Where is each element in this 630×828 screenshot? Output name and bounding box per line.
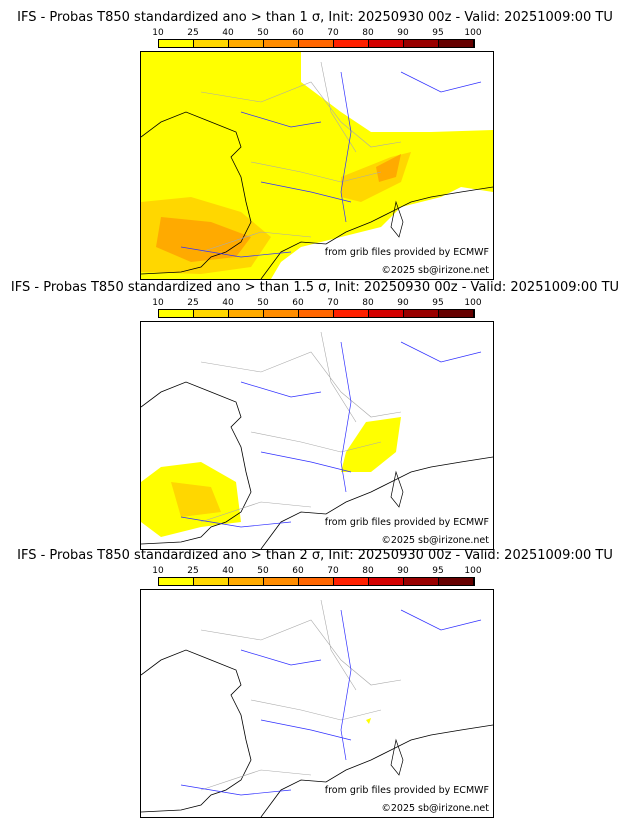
colorbar-tick: 50 bbox=[257, 566, 269, 576]
colorbar-tick: 25 bbox=[187, 298, 199, 308]
coastline bbox=[141, 381, 252, 545]
colorbar-tick: 10 bbox=[152, 566, 164, 576]
colorbar-segment bbox=[194, 578, 229, 585]
rivers bbox=[180, 71, 482, 258]
rivers bbox=[180, 609, 482, 796]
colorbar: 10 25 40 50 60 70 80 90 95 100 bbox=[152, 28, 482, 58]
probability-map: from grib files provided by ECMWF ©2025 … bbox=[140, 589, 494, 818]
panel-2-sigma: IFS - Probas T850 standardized ano > tha… bbox=[0, 548, 630, 818]
coastline bbox=[260, 186, 493, 279]
colorbar-segment bbox=[299, 40, 334, 47]
colorbar-segment bbox=[334, 310, 369, 317]
colorbar-segment bbox=[369, 310, 404, 317]
colorbar-tick: 60 bbox=[292, 28, 304, 38]
panel-title: IFS - Probas T850 standardized ano > tha… bbox=[17, 548, 613, 563]
colorbar-tick: 80 bbox=[362, 298, 374, 308]
colorbar-tick: 100 bbox=[464, 298, 482, 308]
colorbar-segment bbox=[439, 310, 474, 317]
borders bbox=[200, 331, 402, 523]
colorbar-tick: 90 bbox=[397, 28, 409, 38]
coastline bbox=[141, 111, 252, 275]
colorbar-segment bbox=[159, 310, 194, 317]
borders bbox=[200, 599, 402, 791]
colorbar-tick: 100 bbox=[464, 566, 482, 576]
colorbar-segment bbox=[404, 310, 439, 317]
colorbar-tick: 25 bbox=[187, 28, 199, 38]
colorbar-tick: 90 bbox=[397, 566, 409, 576]
colorbar-segment bbox=[439, 40, 474, 47]
probability-map: from grib files provided by ECMWF ©2025 … bbox=[140, 321, 494, 550]
map-shapes bbox=[141, 52, 493, 279]
map-shapes bbox=[141, 331, 493, 549]
colorbar-segment bbox=[229, 578, 264, 585]
colorbar: 10 25 40 50 60 70 80 90 95 100 bbox=[152, 566, 482, 596]
corsica-outline bbox=[390, 470, 404, 508]
source-credit: from grib files provided by ECMWF bbox=[324, 517, 489, 528]
colorbar-tick: 50 bbox=[257, 298, 269, 308]
colorbar-tick: 70 bbox=[327, 566, 339, 576]
colorbar-tick: 80 bbox=[362, 28, 374, 38]
colorbar-tick: 40 bbox=[222, 28, 234, 38]
coastline bbox=[260, 456, 493, 549]
map-shapes bbox=[141, 599, 493, 817]
copyright: ©2025 sb@irizone.net bbox=[381, 535, 489, 546]
copyright: ©2025 sb@irizone.net bbox=[381, 803, 489, 814]
rivers bbox=[180, 341, 482, 528]
colorbar-tick: 60 bbox=[292, 566, 304, 576]
corsica-outline bbox=[390, 738, 404, 776]
colorbar-segment bbox=[264, 578, 299, 585]
copyright: ©2025 sb@irizone.net bbox=[381, 265, 489, 276]
colorbar-tick: 80 bbox=[362, 566, 374, 576]
colorbar-tick: 25 bbox=[187, 566, 199, 576]
colorbar-segment bbox=[299, 310, 334, 317]
colorbar-segment bbox=[404, 40, 439, 47]
colorbar-tick: 10 bbox=[152, 28, 164, 38]
colorbar-segment bbox=[404, 578, 439, 585]
panel-1-5-sigma: IFS - Probas T850 standardized ano > tha… bbox=[0, 280, 630, 550]
source-credit: from grib files provided by ECMWF bbox=[324, 247, 489, 258]
panel-title: IFS - Probas T850 standardized ano > tha… bbox=[10, 280, 620, 295]
colorbar-segment bbox=[194, 310, 229, 317]
prob-area-40 bbox=[376, 154, 401, 182]
borders bbox=[200, 61, 402, 253]
panel-1-sigma: IFS - Probas T850 standardized ano > tha… bbox=[0, 10, 630, 280]
colorbar-segment bbox=[229, 310, 264, 317]
prob-area-25 bbox=[171, 482, 221, 517]
colorbar-tick: 100 bbox=[464, 28, 482, 38]
corsica-outline bbox=[390, 200, 404, 238]
colorbar-segment bbox=[334, 578, 369, 585]
colorbar-segment bbox=[334, 40, 369, 47]
colorbar-tick: 10 bbox=[152, 298, 164, 308]
probability-map: from grib files provided by ECMWF ©2025 … bbox=[140, 51, 494, 280]
colorbar-tick: 95 bbox=[432, 566, 444, 576]
prob-area-10 bbox=[366, 718, 371, 724]
colorbar-segment bbox=[439, 578, 474, 585]
colorbar-tick: 40 bbox=[222, 566, 234, 576]
panel-title: IFS - Probas T850 standardized ano > tha… bbox=[17, 10, 613, 25]
colorbar-tick: 95 bbox=[432, 298, 444, 308]
colorbar-tick: 60 bbox=[292, 298, 304, 308]
coastline bbox=[141, 649, 252, 813]
colorbar-tick: 40 bbox=[222, 298, 234, 308]
colorbar-segment bbox=[264, 40, 299, 47]
colorbar-segment bbox=[159, 578, 194, 585]
colorbar-tick: 90 bbox=[397, 298, 409, 308]
colorbar-segment bbox=[194, 40, 229, 47]
colorbar: 10 25 40 50 60 70 80 90 95 100 bbox=[152, 298, 482, 328]
colorbar-segment bbox=[369, 578, 404, 585]
colorbar-tick: 70 bbox=[327, 298, 339, 308]
colorbar-segment bbox=[229, 40, 264, 47]
colorbar-segment bbox=[159, 40, 194, 47]
colorbar-tick: 50 bbox=[257, 28, 269, 38]
colorbar-segment bbox=[264, 310, 299, 317]
colorbar-segment bbox=[369, 40, 404, 47]
colorbar-tick: 70 bbox=[327, 28, 339, 38]
colorbar-tick: 95 bbox=[432, 28, 444, 38]
colorbar-segment bbox=[299, 578, 334, 585]
source-credit: from grib files provided by ECMWF bbox=[324, 785, 489, 796]
coastline bbox=[260, 724, 493, 817]
